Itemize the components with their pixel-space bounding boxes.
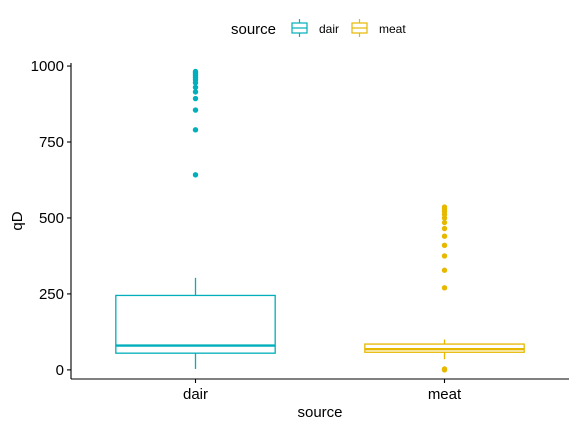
box-dair (115, 68, 276, 369)
outlier-point-meat-1 (441, 366, 448, 372)
outlier-point-dair-5 (192, 84, 199, 91)
legend-key-meat (351, 19, 368, 37)
outlier-point-meat-2 (441, 285, 448, 291)
box-body-dair (115, 294, 276, 354)
outlier-point-meat-8 (441, 219, 448, 226)
legend-label-dair: dair (319, 22, 339, 36)
outlier-point-dair-2 (192, 107, 199, 113)
y-tick-label-250: 250 (39, 286, 64, 303)
legend-key-dair (291, 19, 308, 37)
y-axis-title: qD (9, 211, 26, 230)
outlier-point-meat-5 (441, 242, 448, 249)
legend: source dair meat (231, 19, 406, 38)
y-tick-label-1000: 1000 (31, 58, 64, 75)
x-tick-label-meat: meat (428, 386, 462, 403)
y-tick-label-500: 500 (39, 210, 64, 227)
outlier-point-dair-12 (192, 68, 199, 75)
plot-area (115, 68, 525, 373)
x-axis-ticks: dair meat (183, 379, 462, 403)
y-axis-ticks: 0 250 500 750 1000 (31, 58, 71, 379)
legend-title: source (231, 21, 276, 38)
outlier-point-dair-3 (192, 95, 199, 102)
y-tick-label-0: 0 (56, 362, 64, 379)
box-meat (364, 204, 525, 373)
outlier-point-dair-4 (192, 89, 199, 95)
outlier-point-meat-6 (441, 233, 448, 239)
outlier-point-meat-4 (441, 253, 448, 259)
outlier-point-meat-13 (441, 204, 448, 210)
outlier-point-meat-3 (441, 267, 448, 273)
outlier-point-dair-1 (192, 127, 199, 133)
legend-label-meat: meat (379, 22, 406, 36)
outlier-point-dair-0 (192, 172, 199, 178)
x-tick-label-dair: dair (183, 386, 208, 403)
x-axis-title: source (297, 404, 342, 421)
y-tick-label-750: 750 (39, 134, 64, 151)
outlier-point-meat-7 (441, 225, 448, 232)
